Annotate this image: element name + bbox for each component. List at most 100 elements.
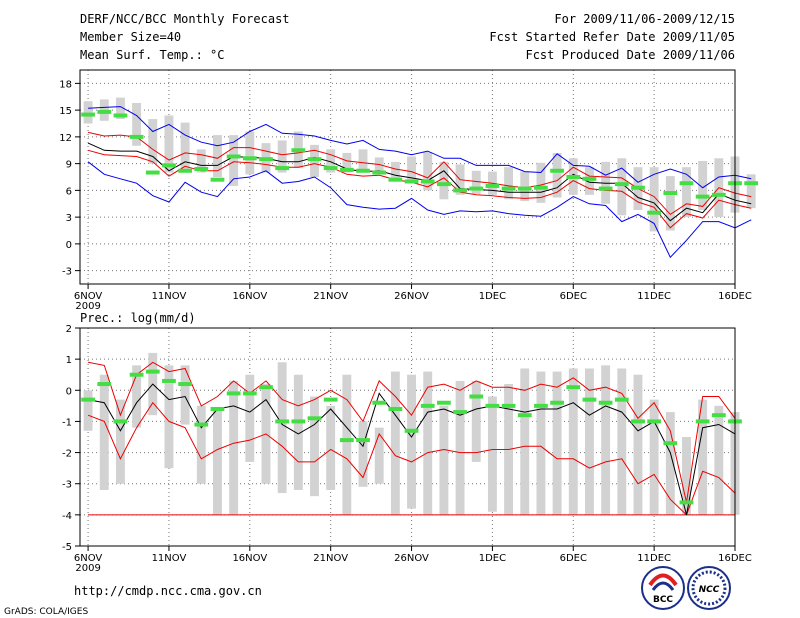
median-mark <box>631 185 645 190</box>
x-tick-label: 6DEC <box>560 291 587 302</box>
median-mark <box>372 400 387 405</box>
range-box <box>132 365 142 428</box>
y-tick-label: 0 <box>66 240 72 251</box>
range-box <box>326 149 336 173</box>
range-box <box>245 374 255 462</box>
range-box <box>293 374 303 490</box>
range-box <box>649 167 659 232</box>
range-box <box>132 102 142 146</box>
median-mark <box>356 168 370 173</box>
member-size: Member Size=40 <box>80 30 181 44</box>
median-mark <box>356 438 370 443</box>
range-box <box>617 368 627 515</box>
median-mark <box>404 179 419 184</box>
range-box <box>196 149 206 173</box>
range-box <box>277 140 287 173</box>
range-box <box>180 122 190 173</box>
median-mark <box>307 157 322 162</box>
median-mark <box>711 413 726 418</box>
y-tick-label: 6 <box>66 186 72 197</box>
median-mark <box>145 369 160 374</box>
range-box <box>213 408 222 515</box>
median-mark <box>291 419 306 424</box>
x-tick-label: 11NOV <box>152 553 187 564</box>
range-box <box>439 405 449 515</box>
median-mark <box>259 157 273 162</box>
range-box <box>487 396 497 512</box>
plot-frame <box>79 69 736 285</box>
range-box <box>746 174 756 209</box>
range-box <box>682 167 691 218</box>
median-mark <box>679 500 694 505</box>
range-box <box>196 405 206 484</box>
range-box <box>390 371 400 515</box>
range-box <box>245 131 255 175</box>
median-mark <box>517 413 532 418</box>
upper-line <box>87 131 752 216</box>
median-mark <box>453 188 467 193</box>
median-mark <box>194 422 209 427</box>
range-box <box>423 152 433 191</box>
y-tick-label: 18 <box>59 79 72 90</box>
median-mark <box>598 400 613 405</box>
min-line <box>87 161 752 259</box>
y-tick-label: 1 <box>66 355 72 366</box>
y-tick-label: 12 <box>59 133 72 144</box>
y-tick-label: -5 <box>62 542 72 553</box>
median-mark <box>372 170 387 175</box>
median-mark <box>420 179 435 184</box>
median-mark <box>420 403 435 408</box>
median-mark <box>210 406 225 411</box>
x-tick-label: 11DEC <box>637 553 671 564</box>
median-mark <box>194 166 209 171</box>
y-tick-label: -2 <box>62 449 72 460</box>
median-mark <box>453 410 467 415</box>
median-mark <box>663 441 678 446</box>
median-mark <box>81 397 95 402</box>
range-box <box>407 374 416 509</box>
range-box <box>390 161 400 180</box>
range-box <box>358 421 368 487</box>
x-tick-label: 6DEC <box>560 553 587 564</box>
median-mark <box>388 406 403 411</box>
median-mark <box>97 382 112 387</box>
median-mark <box>404 428 419 433</box>
median-mark <box>550 168 564 173</box>
range-box <box>584 167 594 195</box>
median-mark <box>437 400 451 405</box>
range-box <box>665 176 675 231</box>
median-mark <box>744 181 759 186</box>
range-box <box>682 437 691 515</box>
median-mark <box>566 385 581 390</box>
y-tick-label: -4 <box>62 511 72 522</box>
range-box <box>520 368 530 515</box>
median-mark <box>582 176 597 181</box>
median-mark <box>259 385 273 390</box>
y-tick-label: -3 <box>62 480 72 491</box>
median-mark <box>162 163 176 168</box>
median-mark <box>145 170 160 175</box>
x-tick-label: 11DEC <box>637 291 671 302</box>
median-mark <box>582 397 597 402</box>
median-mark <box>242 156 257 161</box>
range-box <box>115 97 125 120</box>
mean-line <box>87 142 752 222</box>
median-mark <box>679 181 694 186</box>
range-box <box>83 390 93 431</box>
range-box <box>471 170 481 194</box>
median-mark <box>162 378 176 383</box>
x-tick-label: 16NOV <box>232 291 267 302</box>
range-box <box>698 399 708 515</box>
median-mark <box>663 191 678 196</box>
range-box <box>148 119 158 164</box>
grads-credit: GrADS: COLA/IGES <box>4 607 88 617</box>
range-box <box>568 368 578 515</box>
median-mark <box>501 403 516 408</box>
range-box <box>99 374 109 490</box>
median-mark <box>631 419 645 424</box>
range-box <box>601 365 611 515</box>
median-mark <box>647 419 662 424</box>
upper-line <box>88 361 736 503</box>
svg-text:BCC: BCC <box>653 595 673 605</box>
median-mark <box>291 148 306 153</box>
